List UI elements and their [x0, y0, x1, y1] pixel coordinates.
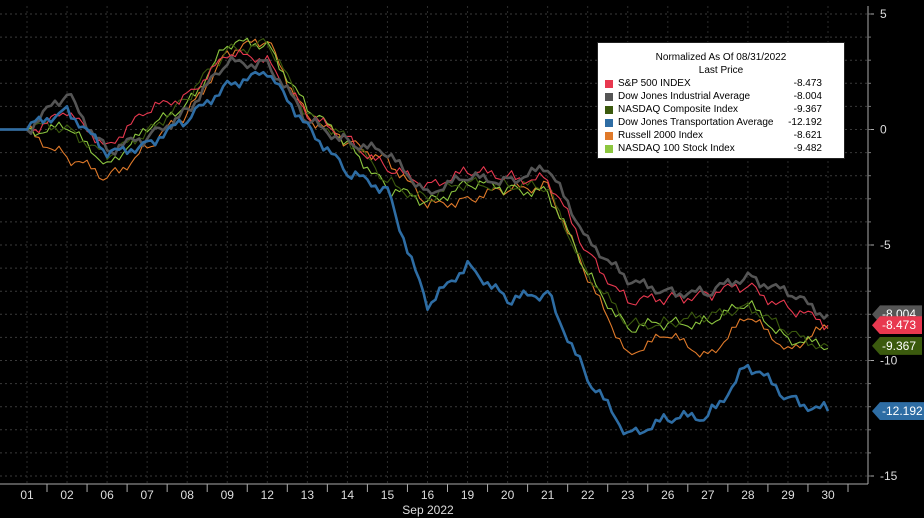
- series-line-1: [0, 55, 829, 320]
- x-tick-label: 13: [301, 488, 315, 502]
- x-tick-label: 07: [140, 488, 154, 502]
- price-tag: -12.192: [872, 402, 924, 421]
- legend-series-name: NASDAQ 100 Stock Index: [618, 143, 735, 154]
- legend-swatch: [605, 80, 613, 88]
- x-tick-label: 12: [261, 488, 275, 502]
- price-tag: -8.473: [872, 316, 923, 335]
- price-tag: -9.367: [872, 336, 923, 355]
- series-line-3: [0, 70, 830, 436]
- x-tick-label: 20: [501, 488, 515, 502]
- series-line-2: [0, 38, 829, 350]
- y-tick-label: 5: [880, 7, 887, 21]
- legend-entry: Dow Jones Industrial Average -8.004: [598, 90, 844, 103]
- x-tick-label: 28: [741, 488, 755, 502]
- legend-series-value: -9.367: [793, 104, 822, 115]
- x-tick-label: 01: [20, 488, 34, 502]
- x-tick-label: 22: [581, 488, 595, 502]
- x-tick-label: 27: [701, 488, 715, 502]
- y-tick-label: -15: [880, 469, 898, 483]
- x-tick-label: 06: [100, 488, 114, 502]
- series-line-0: [0, 49, 829, 331]
- series-lines: [0, 37, 830, 436]
- legend-series-value: -8.621: [793, 130, 822, 141]
- x-tick-label: 14: [341, 488, 355, 502]
- y-axis: 5 0 -5 -10 -15: [867, 6, 898, 484]
- legend-series-name: Dow Jones Industrial Average: [618, 91, 751, 102]
- x-tick-label: 09: [221, 488, 235, 502]
- legend-series-value: -8.004: [793, 91, 822, 102]
- x-tick-label: 02: [60, 488, 74, 502]
- legend-series-name: Dow Jones Transportation Average: [618, 117, 774, 128]
- legend-entry: Dow Jones Transportation Average -12.192: [598, 116, 844, 129]
- legend-entry: Russell 2000 Index -8.621: [598, 129, 844, 142]
- y-tick-label: -10: [880, 354, 898, 368]
- legend-subtitle: Last Price: [698, 65, 744, 76]
- legend-swatch: [605, 106, 613, 114]
- legend-series-name: NASDAQ Composite Index: [618, 104, 739, 115]
- x-tick-label: 08: [181, 488, 195, 502]
- x-tick-label: 23: [621, 488, 635, 502]
- series-line-5: [0, 37, 829, 351]
- legend-series-value: -8.473: [793, 78, 822, 89]
- legend: Normalized As Of 08/31/2022 Last Price S…: [597, 42, 845, 159]
- legend-title: Normalized As Of 08/31/2022: [655, 52, 787, 63]
- x-tick-label: 21: [541, 488, 555, 502]
- legend-rows: S&P 500 INDEX -8.473 Dow Jones Industrial …: [598, 77, 844, 155]
- legend-swatch: [605, 145, 613, 153]
- legend-entry: NASDAQ 100 Stock Index -9.482: [598, 142, 844, 155]
- legend-series-value: -9.482: [793, 143, 822, 154]
- x-tick-label: 30: [821, 488, 835, 502]
- x-tick-label: 15: [381, 488, 395, 502]
- legend-entry: S&P 500 INDEX -8.473: [598, 77, 844, 90]
- x-tick-label: 26: [661, 488, 675, 502]
- x-tick-label: 16: [421, 488, 435, 502]
- legend-series-name: Russell 2000 Index: [618, 130, 704, 141]
- x-axis: 01 02 06 07 08 09 12 13 14 15 16 19 20 21 22 23 26 27 28 29…: [0, 483, 868, 502]
- x-tick-label: 29: [781, 488, 795, 502]
- legend-swatch: [605, 93, 613, 101]
- x-axis-label: Sep 2022: [402, 503, 454, 517]
- y-tick-label: -5: [880, 238, 891, 252]
- legend-series-value: -12.192: [788, 117, 822, 128]
- x-tick-label: 19: [461, 488, 475, 502]
- legend-series-name: S&P 500 INDEX: [618, 78, 691, 89]
- legend-swatch: [605, 119, 613, 127]
- y-tick-label: 0: [880, 123, 887, 137]
- legend-swatch: [605, 132, 613, 140]
- legend-entry: NASDAQ Composite Index -9.367: [598, 103, 844, 116]
